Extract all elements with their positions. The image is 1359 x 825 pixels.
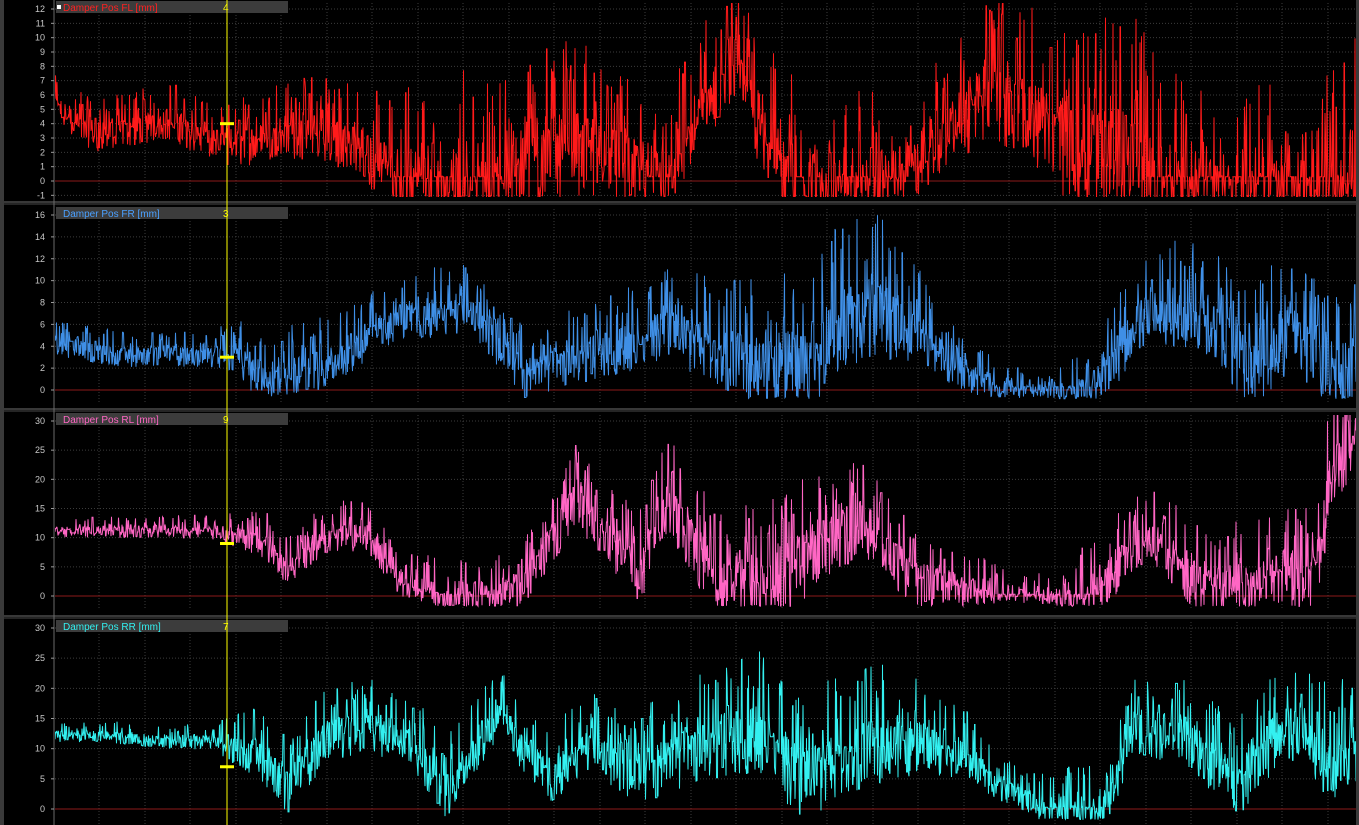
y-tick-label: 3 (40, 133, 45, 143)
series-line-3 (55, 415, 1356, 608)
y-tick-label: 7 (40, 76, 45, 86)
series-line-2 (55, 215, 1356, 400)
y-tick-label: 20 (35, 683, 45, 693)
y-tick-label: 15 (35, 714, 45, 724)
y-tick-label: 20 (35, 474, 45, 484)
y-tick-label: 11 (36, 18, 45, 28)
channel-header[interactable] (56, 620, 288, 632)
panel-2: 0 2 4 6 8 10 12 14 16 Damper Pos FR [mm] 3 (35, 207, 1356, 404)
cursor-value: 3 (223, 209, 229, 220)
channel-label: Damper Pos RL [mm] (63, 415, 159, 426)
y-tick-label: 2 (40, 147, 45, 157)
channel-header[interactable] (56, 207, 288, 219)
y-tick-label: 5 (40, 774, 45, 784)
y-tick-label: 6 (40, 319, 45, 329)
panel-4: 0 5 10 15 20 25 30 Damper Pos RR [mm] 7 (35, 620, 1356, 825)
channel-header[interactable] (56, 1, 288, 13)
y-tick-label: 14 (35, 232, 45, 242)
y-tick-label: 16 (35, 210, 45, 220)
y-tick-label: 15 (35, 504, 45, 514)
y-tick-label: 2 (40, 363, 45, 373)
y-tick-label: -1 (37, 190, 45, 200)
y-tick-label: 4 (40, 341, 45, 351)
y-tick-label: 12 (35, 254, 45, 264)
y-tick-label: 10 (35, 744, 45, 754)
cursor-value: 7 (223, 622, 229, 633)
channel-label: Damper Pos RR [mm] (63, 622, 161, 633)
y-tick-label: 0 (40, 385, 45, 395)
y-tick-label: 0 (40, 804, 45, 814)
y-tick-label: 12 (35, 4, 45, 14)
y-tick-label: 0 (40, 591, 45, 601)
y-tick-label: 30 (35, 623, 45, 633)
y-tick-label: 8 (40, 298, 45, 308)
right-scrollbar[interactable] (1356, 0, 1359, 825)
cursor-value: 9 (223, 415, 229, 426)
y-tick-label: 25 (35, 653, 45, 663)
channel-header[interactable] (56, 413, 288, 425)
y-tick-label: 8 (40, 61, 45, 71)
y-tick-label: 10 (35, 276, 45, 286)
cursor-value: 4 (223, 3, 229, 14)
y-tick-label: 25 (35, 445, 45, 455)
y-tick-label: 6 (40, 90, 45, 100)
channel-label: Damper Pos FL [mm] (63, 3, 158, 14)
series-line-1 (55, 3, 1356, 197)
series-line-4 (55, 651, 1356, 821)
y-tick-label: 0 (40, 176, 45, 186)
y-tick-label: 1 (40, 162, 45, 172)
square-marker-icon (57, 5, 61, 9)
left-border (0, 0, 4, 825)
y-tick-label: 4 (40, 119, 45, 129)
y-tick-label: 9 (40, 47, 45, 57)
y-tick-label: 30 (35, 416, 45, 426)
y-tick-label: 10 (35, 33, 45, 43)
channel-label: Damper Pos FR [mm] (63, 209, 160, 220)
y-tick-label: 10 (35, 533, 45, 543)
panel-3: 0 5 10 15 20 25 30 Damper Pos RL [mm] 9 (35, 413, 1356, 610)
y-tick-label: 5 (40, 562, 45, 572)
y-tick-label: 5 (40, 104, 45, 114)
